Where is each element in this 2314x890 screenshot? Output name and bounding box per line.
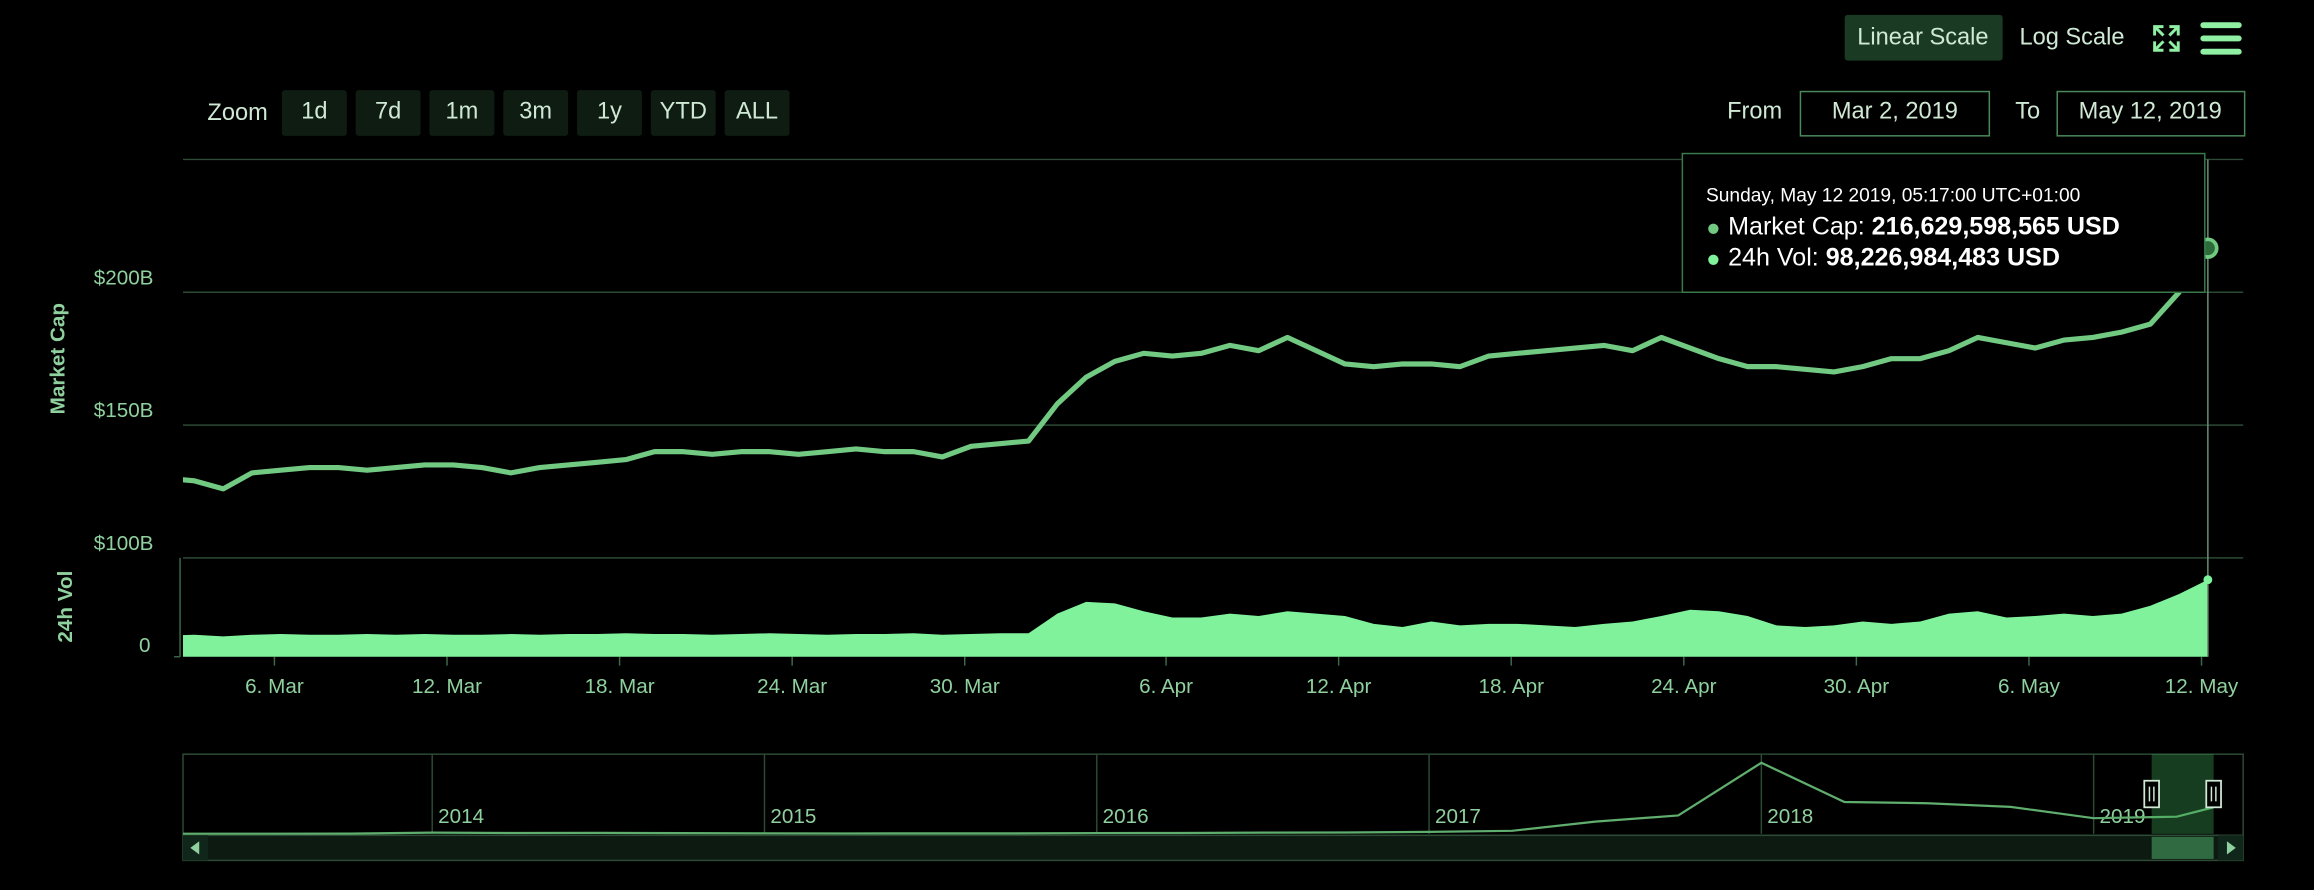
tooltip: Sunday, May 12 2019, 05:17:00 UTC+01:00 …: [1681, 152, 2206, 293]
tooltip-box: [1681, 152, 2206, 293]
x-tick-label: 30. Mar: [930, 675, 1000, 698]
x-tick-label: 24. Apr: [1651, 675, 1717, 698]
x-tick-label: 12. May: [2165, 675, 2239, 698]
x-tick-label: 18. Apr: [1478, 675, 1544, 698]
zoom-button[interactable]: [577, 90, 642, 136]
market-cap-line: [182, 246, 2211, 492]
zoom-button[interactable]: [503, 90, 569, 136]
zoom-button[interactable]: [355, 90, 421, 136]
from-label: From: [1727, 98, 1782, 124]
from-value[interactable]: Mar 2, 2019: [1832, 98, 1958, 124]
scale-button-active[interactable]: [1844, 14, 2003, 61]
zoom-button-label[interactable]: YTD: [660, 98, 707, 124]
y2-tick-label: 0: [139, 634, 150, 657]
x-tick-label: 12. Mar: [412, 675, 482, 698]
navigator-handle[interactable]: [2205, 779, 2222, 809]
scale-button[interactable]: Log Scale: [2019, 25, 2124, 51]
x-tick-label: 24. Mar: [757, 675, 827, 698]
navigator-handle-grip: [2148, 786, 2155, 802]
scale-button[interactable]: Linear Scale: [1857, 25, 1988, 51]
tooltip-label: 24h Vol:: [1728, 243, 1819, 271]
x-tick-label: 12. Apr: [1306, 675, 1372, 698]
toolbar: Linear Scale Log Scale Zoom 1d 7d 1m 3m 1y YTD AL…: [207, 14, 2246, 137]
tooltip-bullet: [1708, 223, 1719, 234]
fullscreen-icon[interactable]: [2153, 25, 2180, 52]
navigator-handle[interactable]: [2143, 779, 2160, 809]
tooltip-label: 24h Vol: 98,226,984,483 USD: [1728, 243, 2060, 271]
zoom-button[interactable]: [429, 90, 495, 136]
navigator-handle-grip: [2210, 786, 2217, 802]
x-tick-label: 6. Mar: [245, 675, 304, 698]
x-tick-label: 18. Mar: [585, 675, 655, 698]
hover-marker: [2203, 575, 2213, 585]
zoom-button-label[interactable]: 1y: [597, 98, 622, 124]
x-tick-label: 30. Apr: [1824, 675, 1890, 698]
navigator-selection[interactable]: [2151, 754, 2214, 834]
zoom-button[interactable]: [650, 90, 716, 136]
navigator-tick-label: 2018: [1767, 805, 1813, 828]
tooltip-bullet: [1708, 254, 1719, 265]
navigator-tick-label: 2014: [438, 805, 484, 828]
navigator-tick-label: 2015: [770, 805, 816, 828]
y-tick-label: $100B: [94, 532, 154, 555]
y-axis-title: Market Cap: [46, 303, 69, 414]
zoom-button-label[interactable]: ALL: [736, 98, 778, 124]
scrollbar[interactable]: [182, 834, 2244, 862]
navigator-tick-label: 2016: [1103, 805, 1149, 828]
volume-area: [182, 579, 2208, 657]
from-input[interactable]: [1799, 90, 1991, 137]
to-value[interactable]: May 12, 2019: [2079, 98, 2222, 124]
tooltip-value: 216,629,598,565 USD: [1872, 212, 2120, 240]
zoom-button-label[interactable]: 1m: [446, 98, 479, 124]
x-tick-label: 6. May: [1998, 675, 2061, 698]
y-tick-label: $200B: [94, 266, 154, 289]
x-tick-label: 6. Apr: [1139, 675, 1193, 698]
menu-icon[interactable]: [2200, 22, 2242, 55]
scroll-left-arrow: [190, 841, 200, 855]
tooltip-value: 98,226,984,483 USD: [1826, 243, 2060, 271]
navigator-tick-label: 2017: [1435, 805, 1481, 828]
to-input[interactable]: [2056, 90, 2246, 137]
zoom-button[interactable]: [724, 90, 790, 136]
y2-axis-title: 24h Vol: [54, 571, 77, 643]
tooltip-label: Market Cap:: [1728, 212, 1865, 240]
zoom-button[interactable]: [281, 90, 347, 136]
to-label: To: [2015, 98, 2040, 124]
zoom-button-label[interactable]: 3m: [519, 98, 552, 124]
zoom-button-label[interactable]: 7d: [375, 98, 401, 124]
zoom-label: Zoom: [207, 100, 267, 126]
zoom-button-label[interactable]: 1d: [301, 98, 327, 124]
y-tick-label: $150B: [94, 399, 154, 422]
scroll-thumb[interactable]: [2151, 836, 2214, 859]
navigator-line: [182, 761, 2214, 835]
tooltip-date: Sunday, May 12 2019, 05:17:00 UTC+01:00: [1706, 185, 2080, 206]
scroll-right-arrow: [2226, 841, 2236, 855]
tooltip-label: Market Cap: 216,629,598,565 USD: [1728, 212, 2120, 240]
